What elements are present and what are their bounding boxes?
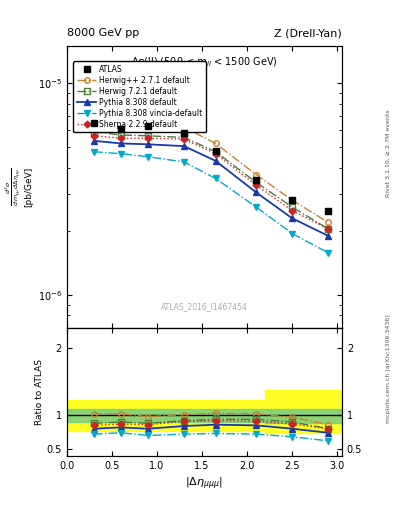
Y-axis label: Ratio to ATLAS: Ratio to ATLAS	[35, 359, 44, 424]
Y-axis label: $\frac{d^2\sigma}{d\,m_{\mu\mu}\,d\Delta\eta_{\mu\mu}}$
[pb/GeV]: $\frac{d^2\sigma}{d\,m_{\mu\mu}\,d\Delta…	[4, 167, 34, 207]
Legend: ATLAS, Herwig++ 2.7.1 default, Herwig 7.2.1 default, Pythia 8.308 default, Pythi: ATLAS, Herwig++ 2.7.1 default, Herwig 7.…	[73, 61, 206, 132]
Text: mcplots.cern.ch [arXiv:1306.3436]: mcplots.cern.ch [arXiv:1306.3436]	[386, 314, 391, 423]
X-axis label: $|\Delta\eta_{\mu\mu\mu}|$: $|\Delta\eta_{\mu\mu\mu}|$	[185, 476, 223, 493]
Text: Z (Drell-Yan): Z (Drell-Yan)	[274, 28, 342, 38]
Text: Rivet 3.1.10, ≥ 2.7M events: Rivet 3.1.10, ≥ 2.7M events	[386, 110, 391, 198]
Text: 8000 GeV pp: 8000 GeV pp	[67, 28, 139, 38]
Text: $\Delta\eta$(ll) (500 < $m_{ll}$ < 1500 GeV): $\Delta\eta$(ll) (500 < $m_{ll}$ < 1500 …	[131, 55, 278, 69]
Text: ATLAS_2016_I1467454: ATLAS_2016_I1467454	[161, 302, 248, 311]
